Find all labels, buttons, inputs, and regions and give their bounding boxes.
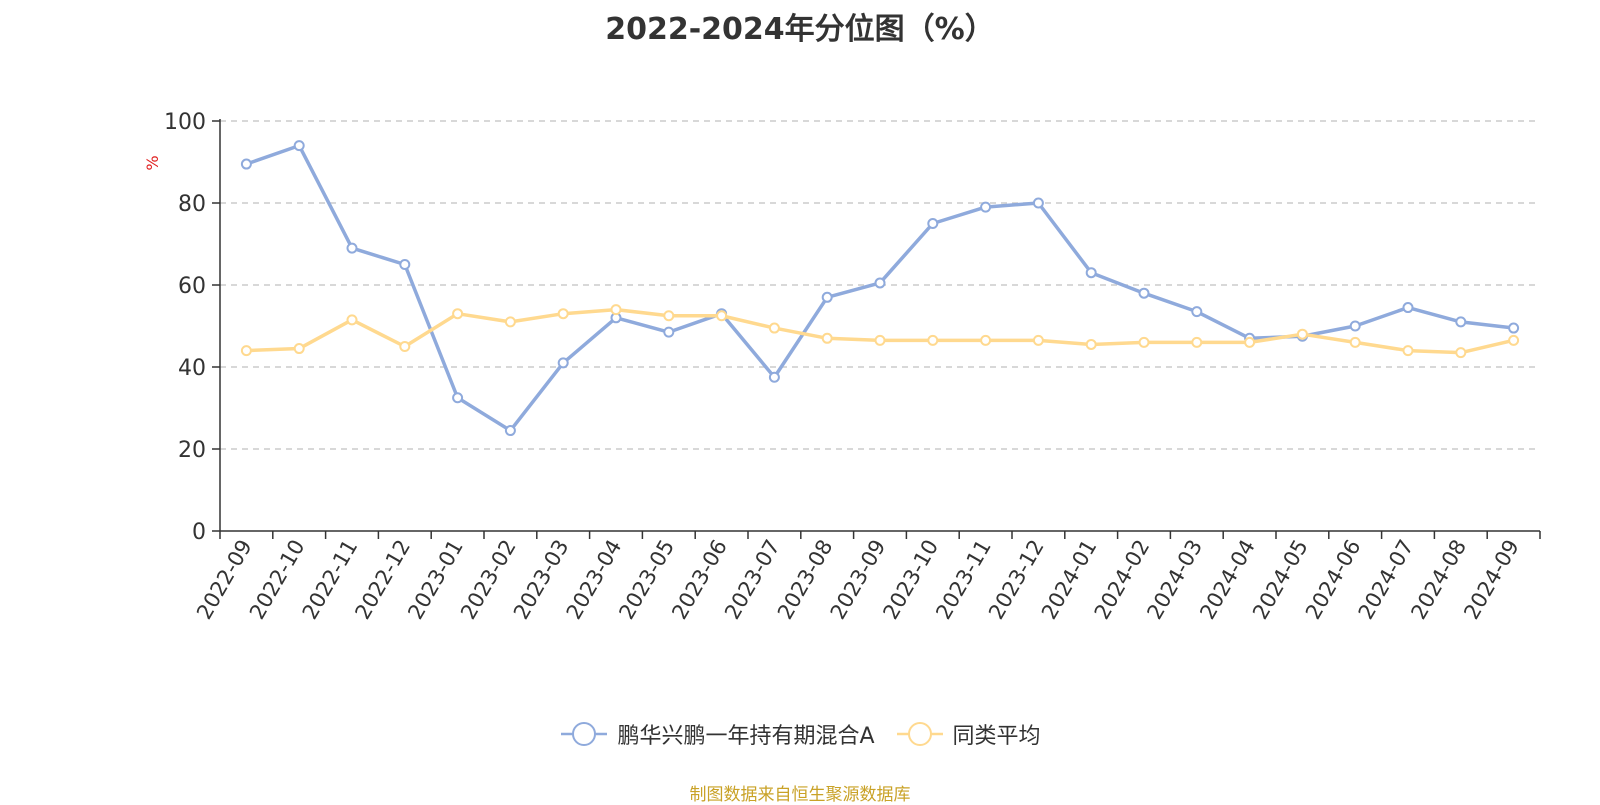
data-point	[821, 332, 833, 344]
y-axis-label: %	[143, 155, 162, 170]
data-point	[980, 201, 992, 213]
data-point	[1508, 322, 1520, 334]
data-point	[293, 343, 305, 355]
y-tick-label: 0	[192, 520, 206, 545]
series-1	[240, 304, 1520, 359]
data-point	[1191, 336, 1203, 348]
data-point	[768, 322, 780, 334]
data-point	[874, 277, 886, 289]
data-point	[1455, 316, 1467, 328]
data-point	[927, 218, 939, 229]
data-point	[452, 308, 464, 320]
data-point	[1244, 336, 1256, 348]
data-point	[346, 242, 358, 254]
data-point	[1032, 334, 1044, 346]
data-point	[768, 371, 780, 383]
y-tick-label: 20	[178, 438, 206, 463]
y-tick-label: 40	[178, 356, 206, 381]
data-point	[1349, 320, 1361, 332]
data-point	[1508, 334, 1520, 346]
y-tick-label: 100	[164, 110, 206, 135]
legend-label: 同类平均	[952, 724, 1041, 749]
data-point	[346, 314, 358, 326]
legend-symbol-icon	[561, 722, 608, 746]
data-point	[240, 158, 252, 170]
data-point	[1296, 328, 1308, 340]
data-point	[980, 334, 992, 346]
data-point	[610, 304, 622, 316]
data-point	[399, 259, 411, 270]
data-point	[1191, 306, 1203, 318]
chart-title: 2022-2024年分位图（%）	[605, 12, 995, 47]
legend-label: 鹏华兴鹏一年持有期混合A	[617, 724, 875, 749]
data-point	[1085, 338, 1097, 350]
legend-item-0[interactable]: 鹏华兴鹏一年持有期混合A	[559, 718, 875, 750]
y-tick-label: 60	[178, 274, 206, 299]
data-point	[1138, 287, 1150, 299]
data-point	[399, 341, 411, 352]
data-point	[293, 140, 305, 152]
series-0	[240, 140, 1520, 437]
series-lines	[240, 140, 1520, 437]
legend-marker	[572, 722, 597, 746]
legend: 鹏华兴鹏一年持有期混合A 同类平均	[0, 718, 1600, 750]
data-point	[1402, 345, 1414, 357]
data-point	[663, 326, 675, 338]
data-point	[1032, 197, 1044, 209]
data-point	[1085, 267, 1097, 279]
data-point	[504, 316, 516, 328]
data-point	[557, 357, 569, 369]
data-point	[1138, 336, 1150, 348]
data-point	[452, 392, 464, 404]
data-point	[716, 310, 728, 322]
data-point	[1455, 347, 1467, 359]
data-point	[240, 345, 252, 357]
data-point	[821, 291, 833, 303]
data-point	[557, 308, 569, 320]
data-point	[504, 425, 516, 437]
legend-item-1[interactable]: 同类平均	[895, 718, 1041, 750]
legend-marker	[907, 722, 932, 746]
data-point	[927, 334, 939, 346]
legend-symbol-icon	[896, 722, 943, 746]
source-note: 制图数据来自恒生聚源数据库	[689, 785, 911, 805]
data-point	[1402, 302, 1414, 314]
data-point	[663, 310, 675, 322]
data-point	[874, 334, 886, 346]
data-point	[1349, 336, 1361, 348]
y-tick-label: 80	[178, 192, 206, 217]
